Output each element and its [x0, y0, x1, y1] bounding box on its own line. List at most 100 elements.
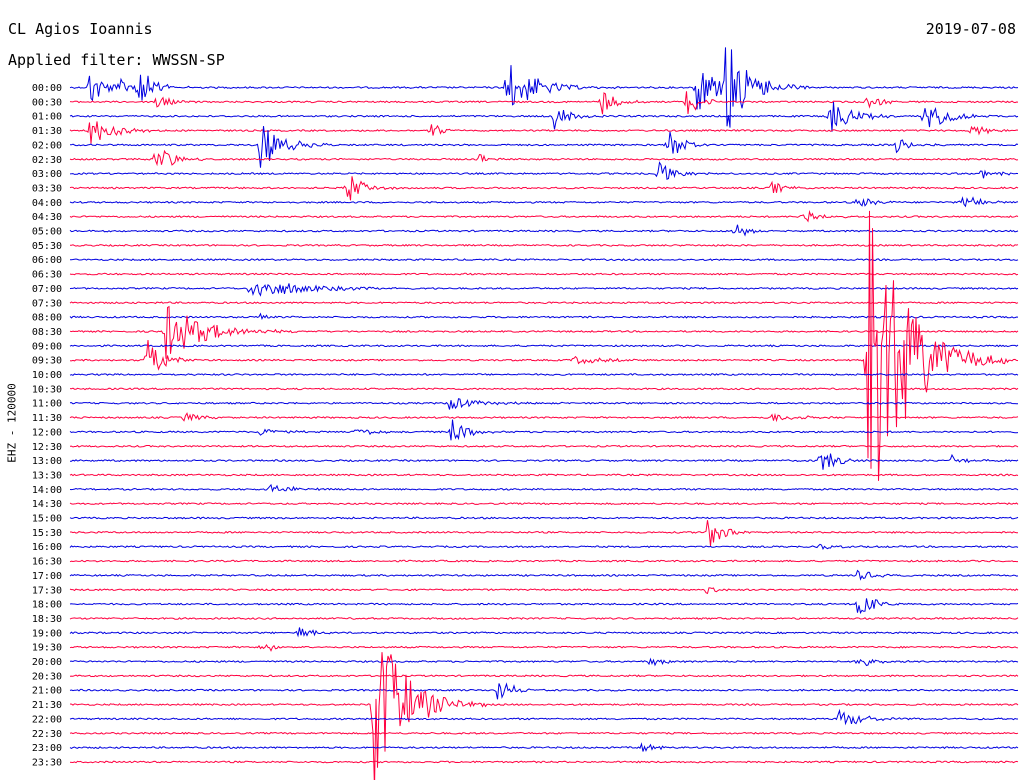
seismic-trace	[69, 674, 1019, 678]
filter-label: Applied filter: WWSSN-SP	[8, 51, 225, 69]
trace-time-label: 13:00	[32, 456, 62, 467]
seismic-trace	[69, 301, 1019, 305]
trace-time-label: 14:00	[32, 485, 62, 496]
seismic-trace	[69, 657, 1019, 667]
station-title: CL Agios Ioannis	[8, 20, 153, 38]
seismic-trace	[69, 209, 1019, 223]
date-label: 2019-07-08	[925, 20, 1016, 38]
trace-time-label: 01:00	[32, 112, 62, 123]
seismic-trace	[69, 543, 1019, 551]
seismic-trace	[69, 176, 1019, 201]
trace-time-label: 02:30	[32, 155, 62, 166]
trace-time-label: 03:30	[32, 183, 62, 194]
trace-time-label: 05:30	[32, 241, 62, 252]
trace-time-label: 03:00	[32, 169, 62, 180]
trace-time-label: 17:00	[32, 571, 62, 582]
trace-time-label: 21:00	[32, 686, 62, 697]
trace-time-label: 22:30	[32, 729, 62, 740]
trace-time-label: 01:30	[32, 126, 62, 137]
seismic-trace	[70, 243, 1019, 247]
trace-time-label: 20:00	[32, 657, 62, 668]
seismic-trace	[69, 121, 1019, 144]
trace-time-label: 23:00	[32, 743, 62, 754]
trace-time-label: 02:00	[32, 140, 62, 151]
seismic-trace	[69, 569, 1019, 581]
trace-time-label: 09:30	[32, 356, 62, 367]
trace-time-label: 20:30	[32, 671, 62, 682]
trace-time-label: 18:30	[32, 614, 62, 625]
seismic-trace	[69, 502, 1019, 506]
seismic-trace	[69, 731, 1019, 735]
trace-time-label: 10:00	[32, 370, 62, 381]
trace-time-label: 15:30	[32, 528, 62, 539]
seismic-trace	[69, 643, 1019, 652]
seismic-trace	[69, 682, 1019, 700]
seismic-trace	[69, 598, 1019, 615]
trace-time-label: 22:00	[32, 714, 62, 725]
seismic-trace	[69, 312, 1019, 321]
trace-time-label: 04:00	[32, 198, 62, 209]
trace-time-label: 07:00	[32, 284, 62, 295]
trace-time-label: 07:30	[32, 298, 62, 309]
seismic-trace	[69, 587, 1019, 595]
trace-time-label: 18:00	[32, 600, 62, 611]
trace-time-label: 05:00	[32, 227, 62, 238]
seismic-trace	[69, 760, 1019, 764]
trace-time-label: 08:30	[32, 327, 62, 338]
trace-time-label: 08:00	[32, 313, 62, 324]
seismic-trace	[69, 516, 1019, 520]
seismic-trace	[69, 742, 1019, 752]
seismic-trace	[69, 412, 1019, 423]
seismic-trace	[69, 149, 1019, 167]
seismic-trace	[69, 161, 1019, 180]
trace-time-label: 12:30	[32, 442, 62, 453]
trace-time-label: 10:30	[32, 384, 62, 395]
seismic-trace	[69, 652, 1019, 780]
time-tick-labels: 00:00 00:30 01:00 01:30 02:00 02:30 03:00 03:30…	[32, 83, 62, 768]
seismic-trace	[69, 305, 1019, 359]
trace-time-label: 13:30	[32, 470, 62, 481]
trace-time-label: 17:30	[32, 585, 62, 596]
seismic-trace	[69, 483, 1019, 493]
trace-time-label: 23:30	[32, 757, 62, 768]
seismic-trace	[69, 419, 1019, 441]
trace-time-label: 15:00	[32, 514, 62, 525]
trace-time-label: 21:30	[32, 700, 62, 711]
seismic-trace	[69, 224, 1019, 237]
seismic-trace	[69, 708, 1018, 726]
seismic-trace	[69, 559, 1018, 563]
seismic-trace	[69, 196, 1019, 208]
seismic-trace	[70, 453, 1019, 470]
seismic-trace	[69, 473, 1019, 477]
seismic-trace	[69, 210, 1019, 481]
trace-time-label: 16:00	[32, 542, 62, 553]
seismic-trace	[70, 520, 1019, 546]
seismic-trace	[69, 91, 1019, 115]
trace-time-label: 19:00	[32, 628, 62, 639]
seismic-trace	[69, 101, 1019, 132]
trace-time-label: 12:00	[32, 427, 62, 438]
seismic-trace	[69, 617, 1019, 620]
seismic-trace	[69, 398, 1018, 410]
trace-time-label: 09:00	[32, 341, 62, 352]
seismic-trace	[69, 444, 1019, 448]
seismic-trace	[69, 627, 1019, 638]
trace-time-label: 19:30	[32, 643, 62, 654]
seismic-traces	[69, 47, 1019, 780]
trace-time-label: 11:30	[32, 413, 62, 424]
seismic-trace	[70, 126, 1019, 168]
seismic-trace	[69, 344, 1019, 348]
trace-time-label: 00:30	[32, 97, 62, 108]
seismic-trace	[69, 47, 1019, 128]
seismic-trace	[69, 283, 1019, 297]
trace-time-label: 06:00	[32, 255, 62, 266]
seismic-trace	[69, 373, 1019, 376]
trace-time-label: 04:30	[32, 212, 62, 223]
trace-time-label: 06:30	[32, 270, 62, 281]
trace-time-label: 16:30	[32, 557, 62, 568]
seismic-trace	[69, 272, 1019, 276]
seismic-trace	[69, 387, 1019, 391]
trace-time-label: 14:30	[32, 499, 62, 510]
trace-time-label: 11:00	[32, 399, 62, 410]
